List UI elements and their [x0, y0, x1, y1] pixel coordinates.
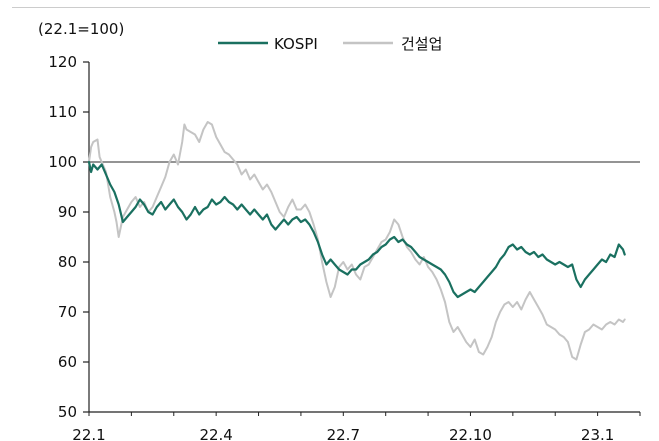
y-tick-label: 50 [58, 403, 77, 421]
legend-label-construction: 건설업 [401, 35, 442, 53]
y-tick-label: 60 [58, 353, 77, 371]
legend-label-kospi: KOSPI [274, 35, 318, 53]
y-tick-label: 80 [58, 253, 77, 271]
x-axis: 22.1 22.4 22.7 22.10 23.1 [72, 411, 641, 441]
y-tick-label: 90 [58, 203, 77, 221]
y-tick-label: 120 [48, 53, 77, 71]
series-group [87, 121, 626, 361]
x-tick-label: 22.1 [72, 426, 105, 441]
x-tick-label: 23.1 [581, 426, 614, 441]
y-axis: 50 60 70 80 90 100 110 120 [12, 7, 650, 421]
x-tick-label: 22.4 [199, 426, 232, 441]
y-tick-label: 100 [48, 153, 77, 171]
x-tick-label: 22.7 [327, 426, 360, 441]
legend: KOSPI 건설업 [218, 35, 442, 53]
series-line-construction [88, 121, 626, 361]
unit-label: (22.1=100) [38, 20, 124, 38]
x-tick-label: 22.10 [449, 426, 492, 441]
series-line-kospi [87, 160, 626, 299]
y-tick-label: 70 [58, 303, 77, 321]
y-tick-label: 110 [48, 103, 77, 121]
